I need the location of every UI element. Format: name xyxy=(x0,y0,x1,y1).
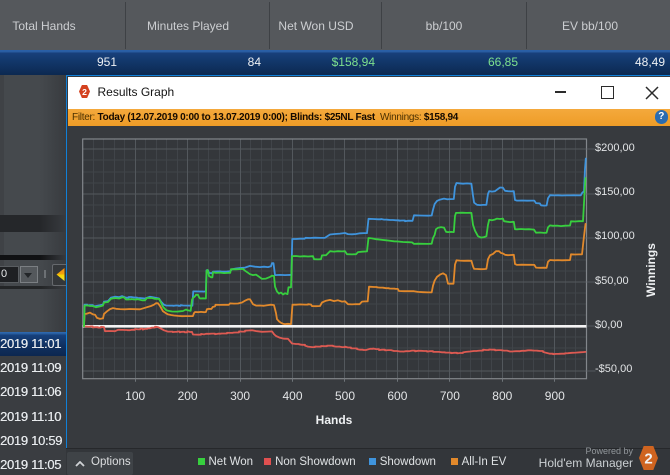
svg-text:2: 2 xyxy=(82,86,87,96)
svg-text:2: 2 xyxy=(644,451,652,468)
